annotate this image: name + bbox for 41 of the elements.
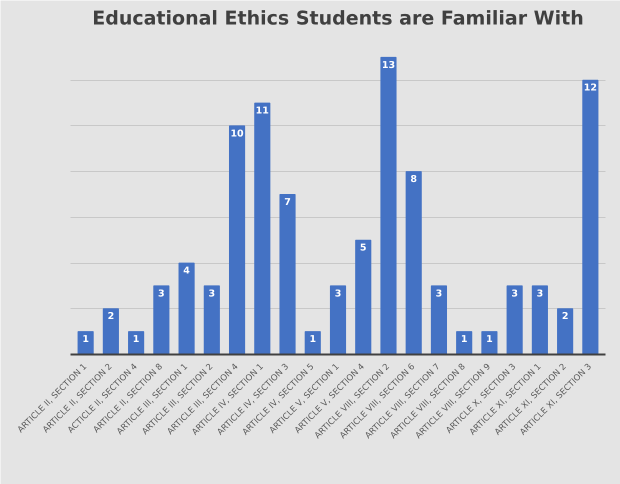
data-label: 7 — [284, 196, 291, 208]
bar — [153, 285, 170, 354]
bar — [178, 262, 195, 354]
data-label: 1 — [460, 334, 468, 346]
bar — [304, 331, 321, 354]
data-label: 13 — [382, 60, 396, 71]
data-label: 3 — [511, 288, 518, 300]
bar — [506, 285, 523, 354]
bar — [102, 308, 119, 354]
bar — [228, 125, 246, 354]
data-label: 12 — [584, 82, 597, 94]
data-label: 3 — [334, 288, 342, 300]
data-label: 3 — [536, 288, 544, 300]
data-label: 8 — [410, 174, 418, 186]
bar — [78, 331, 94, 354]
bar — [456, 331, 472, 354]
data-label: 3 — [208, 288, 216, 300]
bar — [532, 285, 548, 354]
data-label: 3 — [436, 288, 442, 300]
data-label: 1 — [309, 334, 316, 346]
bar — [380, 56, 397, 354]
data-label: 1 — [132, 334, 140, 346]
data-label: 5 — [360, 242, 367, 254]
bar — [557, 308, 574, 354]
data-label: 2 — [562, 311, 568, 322]
data-label: 1 — [82, 334, 89, 346]
bar — [406, 171, 422, 354]
bar — [330, 285, 346, 354]
bar — [430, 285, 448, 354]
chart-title: Educational Ethics Students are Familiar With — [92, 8, 584, 30]
data-label: 2 — [108, 311, 114, 322]
data-label: 11 — [256, 106, 269, 116]
data-label: 10 — [230, 128, 244, 140]
data-label: 4 — [183, 266, 190, 276]
data-label: 1 — [486, 334, 493, 346]
bar — [279, 194, 296, 354]
data-label: 3 — [158, 288, 165, 300]
bar — [204, 285, 220, 354]
bar — [582, 80, 598, 354]
bar — [254, 102, 270, 354]
bar — [355, 240, 372, 354]
